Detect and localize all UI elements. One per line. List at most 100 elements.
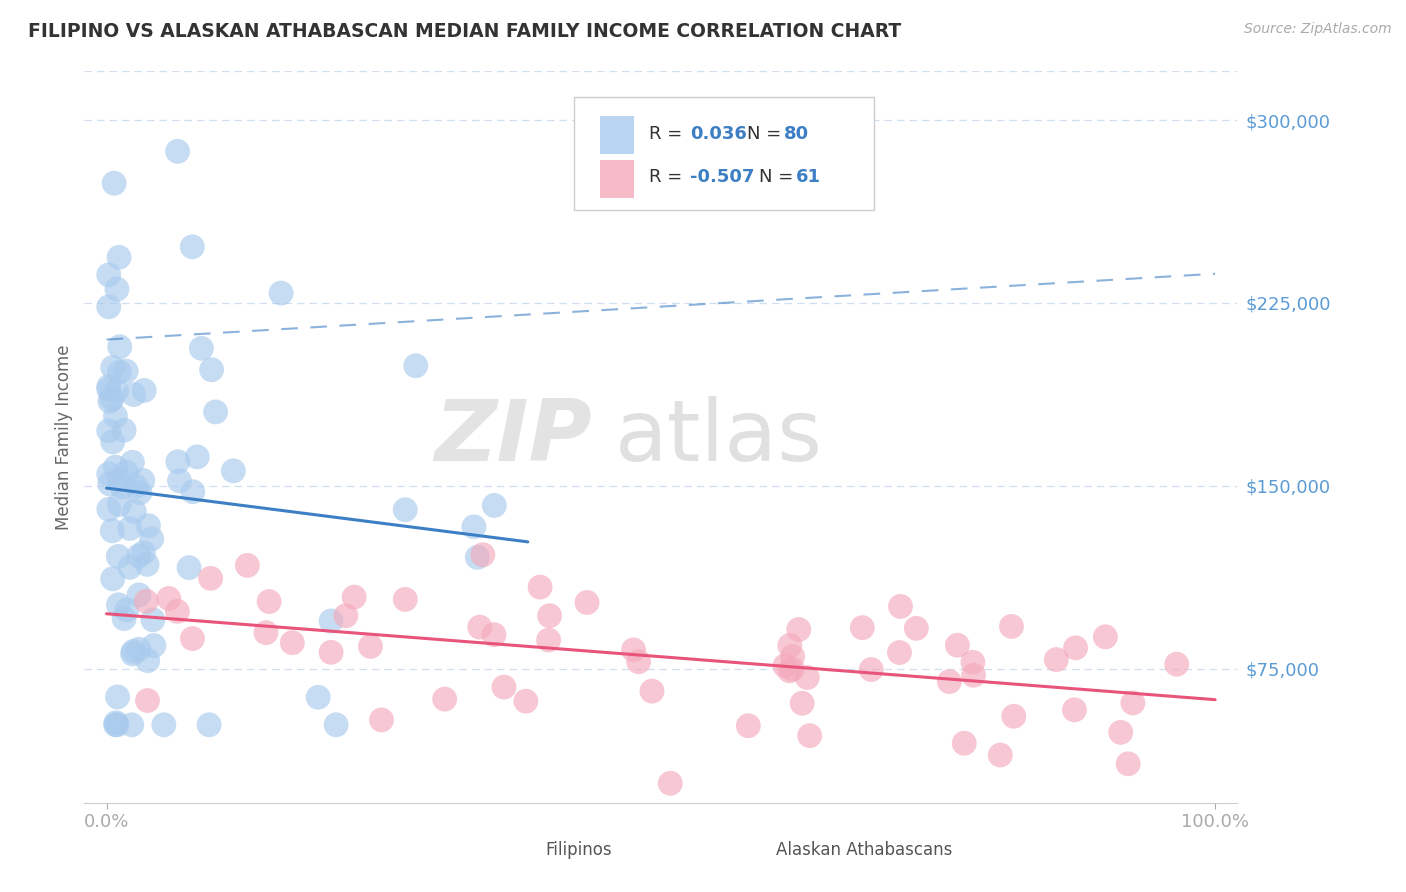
Point bbox=[319, 645, 342, 659]
Point bbox=[1109, 725, 1132, 739]
Point bbox=[1064, 640, 1087, 655]
Point bbox=[111, 480, 134, 494]
Point bbox=[198, 718, 221, 732]
Point bbox=[108, 340, 131, 354]
Point bbox=[107, 549, 129, 564]
Point bbox=[115, 603, 138, 617]
Point bbox=[142, 613, 165, 627]
Point bbox=[515, 694, 537, 708]
Point bbox=[780, 662, 803, 676]
Point bbox=[125, 479, 148, 493]
Point bbox=[236, 558, 259, 573]
Point bbox=[128, 549, 150, 563]
Point bbox=[153, 718, 176, 732]
Point bbox=[166, 455, 188, 469]
Point bbox=[281, 635, 304, 649]
Text: FILIPINO VS ALASKAN ATHABASCAN MEDIAN FAMILY INCOME CORRELATION CHART: FILIPINO VS ALASKAN ATHABASCAN MEDIAN FA… bbox=[28, 22, 901, 41]
Point bbox=[104, 409, 127, 423]
Point bbox=[659, 776, 682, 790]
Point bbox=[107, 690, 129, 704]
Point bbox=[108, 498, 131, 512]
Point bbox=[101, 434, 124, 449]
Point bbox=[492, 680, 515, 694]
Point bbox=[360, 640, 382, 654]
Point bbox=[121, 455, 143, 469]
Point bbox=[433, 692, 456, 706]
Point bbox=[325, 718, 347, 732]
Point bbox=[953, 736, 976, 750]
Point bbox=[482, 627, 505, 641]
Point bbox=[103, 176, 125, 190]
Point bbox=[962, 668, 984, 682]
Point bbox=[97, 502, 120, 516]
Point bbox=[779, 664, 801, 678]
Point bbox=[105, 715, 128, 730]
Point bbox=[200, 571, 222, 585]
Point bbox=[128, 588, 150, 602]
Point bbox=[319, 614, 342, 628]
Text: 61: 61 bbox=[796, 169, 821, 186]
Point bbox=[166, 604, 188, 618]
Point bbox=[946, 638, 969, 652]
Point bbox=[938, 674, 960, 689]
Point bbox=[136, 558, 159, 572]
Point bbox=[468, 620, 491, 634]
Text: Filipinos: Filipinos bbox=[546, 841, 612, 859]
Text: R =: R = bbox=[650, 125, 689, 143]
Point bbox=[782, 649, 804, 664]
Point bbox=[222, 464, 245, 478]
Text: atlas: atlas bbox=[614, 395, 823, 479]
Point bbox=[370, 713, 392, 727]
Point bbox=[737, 719, 759, 733]
Y-axis label: Median Family Income: Median Family Income bbox=[55, 344, 73, 530]
Point bbox=[177, 560, 200, 574]
Point bbox=[122, 644, 145, 658]
Point bbox=[128, 642, 150, 657]
Point bbox=[132, 474, 155, 488]
Point bbox=[118, 560, 141, 574]
Point bbox=[200, 362, 222, 376]
Point bbox=[799, 729, 821, 743]
Bar bbox=[600, 160, 634, 198]
Point bbox=[257, 594, 280, 608]
Point bbox=[471, 548, 494, 562]
Text: Source: ZipAtlas.com: Source: ZipAtlas.com bbox=[1244, 22, 1392, 37]
Point bbox=[576, 595, 599, 609]
Point bbox=[204, 405, 226, 419]
Point bbox=[108, 473, 131, 487]
Point bbox=[118, 521, 141, 535]
Point bbox=[98, 394, 121, 409]
Point bbox=[122, 387, 145, 401]
Point bbox=[97, 467, 120, 481]
Point bbox=[190, 342, 212, 356]
Point bbox=[136, 654, 159, 668]
Point bbox=[181, 240, 204, 254]
Point bbox=[97, 424, 120, 438]
Text: 80: 80 bbox=[785, 125, 810, 143]
Bar bbox=[600, 116, 634, 154]
Text: N =: N = bbox=[748, 125, 787, 143]
Point bbox=[105, 384, 128, 398]
Point bbox=[623, 643, 645, 657]
Text: ZIP: ZIP bbox=[434, 395, 592, 479]
FancyBboxPatch shape bbox=[575, 97, 875, 211]
Point bbox=[394, 592, 416, 607]
Point bbox=[104, 460, 127, 475]
Point bbox=[181, 484, 204, 499]
Point bbox=[97, 379, 120, 393]
Point bbox=[142, 639, 165, 653]
Point bbox=[254, 625, 277, 640]
Point bbox=[169, 474, 191, 488]
Text: R =: R = bbox=[650, 169, 689, 186]
Point bbox=[1122, 696, 1144, 710]
Point bbox=[889, 599, 911, 614]
Point bbox=[529, 580, 551, 594]
Point bbox=[889, 646, 911, 660]
Point bbox=[141, 532, 163, 546]
Point bbox=[136, 693, 159, 707]
Point bbox=[1116, 756, 1139, 771]
Point bbox=[1094, 630, 1116, 644]
Point bbox=[112, 612, 135, 626]
Point bbox=[129, 485, 152, 500]
Point bbox=[115, 465, 138, 479]
